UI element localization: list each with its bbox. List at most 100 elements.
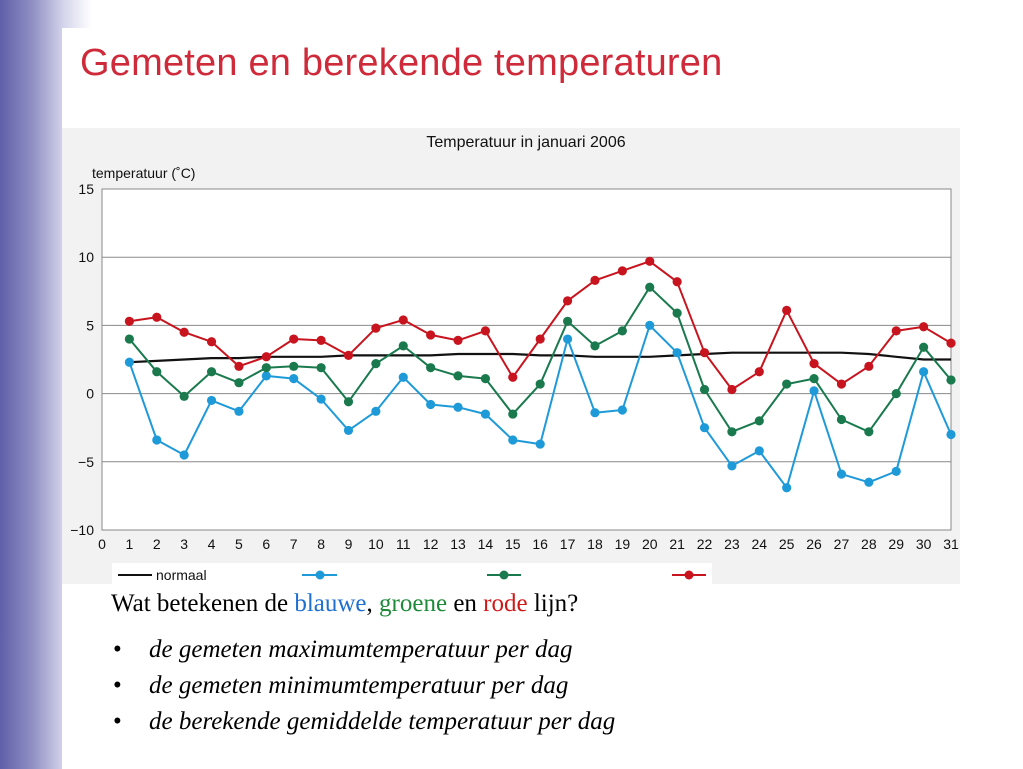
x-tick-label: 17 [560, 536, 576, 552]
data-point [343, 397, 354, 407]
answer-list: • de gemeten maximumtemperatuur per dag •… [111, 634, 615, 742]
data-point [645, 320, 655, 330]
x-tick-label: 21 [669, 536, 685, 552]
chart-title: Temperatuur in januari 2006 [426, 134, 625, 151]
data-point [343, 350, 354, 361]
data-point [371, 406, 381, 416]
x-tick-label: 8 [317, 536, 325, 552]
data-point [508, 372, 518, 382]
data-point [371, 323, 381, 333]
data-point [562, 316, 573, 326]
data-point [234, 361, 244, 371]
x-tick-label: 27 [834, 536, 850, 552]
series-3 [124, 256, 956, 395]
answer-text: de gemeten maximumtemperatuur per dag [149, 636, 573, 663]
data-point [699, 384, 710, 395]
y-tick-labels: 15 10 5 0 −5 −10 [70, 181, 94, 538]
x-tick-label: 3 [180, 536, 188, 552]
data-point [809, 373, 819, 384]
data-point [289, 334, 299, 344]
bullet: • [113, 708, 122, 735]
data-point [480, 373, 491, 384]
data-point [782, 305, 792, 315]
data-point [426, 363, 436, 373]
data-point [727, 461, 737, 471]
answer-text: de gemeten minimumtemperatuur per dag [149, 672, 569, 699]
x-tick-label: 14 [478, 536, 494, 552]
data-point [891, 326, 901, 336]
question-red-word: rode [483, 590, 528, 617]
data-point [398, 372, 408, 382]
question-blue-word: blauwe [294, 590, 367, 617]
y-tick-label: 5 [86, 317, 94, 333]
series-2 [124, 282, 956, 437]
slide-title: Gemeten en berekende temperaturen [80, 42, 723, 84]
x-tick-label: 20 [642, 536, 658, 552]
data-point [864, 477, 874, 487]
y-tick-label: 0 [86, 386, 94, 402]
data-series [124, 256, 956, 493]
data-point [179, 327, 189, 337]
data-point [672, 277, 682, 287]
data-point [453, 371, 463, 381]
data-point [645, 256, 655, 266]
data-point [535, 379, 545, 389]
x-tick-label: 25 [779, 536, 795, 552]
y-tick-label: −10 [70, 522, 94, 538]
data-point [152, 312, 162, 322]
data-point [617, 326, 627, 336]
data-point [836, 379, 847, 389]
x-tick-label: 12 [423, 536, 439, 552]
legend-background [112, 563, 712, 584]
data-point [152, 367, 162, 377]
data-point [343, 425, 354, 436]
legend-blue-marker [315, 570, 325, 580]
data-point [453, 402, 463, 412]
data-point [864, 427, 874, 437]
question-green-word: groene [379, 590, 448, 617]
legend-red-marker [684, 570, 694, 580]
x-tick-labels: 0 1 2 3 4 5 6 7 8 9 10 11 12 13 14 15 16 17 18 19 20 21 22 23 24… [98, 536, 959, 552]
x-tick-label: 28 [861, 536, 877, 552]
data-point [672, 308, 682, 318]
x-tick-label: 2 [153, 536, 161, 552]
legend-normaal-label: normaal [156, 567, 207, 583]
data-point [124, 316, 134, 326]
x-tick-label: 18 [587, 536, 603, 552]
data-point [782, 483, 792, 493]
grid-lines [102, 256, 951, 463]
x-tick-label: 15 [505, 536, 521, 552]
x-tick-label: 13 [450, 536, 466, 552]
data-point [754, 416, 764, 426]
x-tick-label: 1 [125, 536, 133, 552]
x-tick-label: 23 [724, 536, 740, 552]
data-point [617, 266, 627, 276]
data-point [316, 394, 326, 404]
data-point [946, 429, 956, 440]
data-point [316, 363, 326, 373]
data-point [836, 469, 847, 479]
list-item: • de gemeten minimumtemperatuur per dag [111, 670, 615, 706]
data-point [590, 341, 600, 351]
data-point [891, 389, 901, 399]
legend: normaal [112, 563, 712, 584]
x-tick-label: 31 [943, 536, 959, 552]
data-point [946, 375, 956, 385]
data-point [562, 296, 573, 306]
x-tick-label: 7 [290, 536, 298, 552]
question-prefix: Wat betekenen de [111, 590, 295, 617]
data-point [261, 363, 271, 373]
data-point [727, 384, 737, 395]
x-tick-label: 26 [806, 536, 822, 552]
data-point [699, 348, 710, 358]
data-point [426, 330, 436, 340]
series-1 [124, 320, 956, 493]
data-point [891, 466, 901, 476]
data-point [453, 335, 463, 346]
data-point [754, 446, 764, 456]
list-item: • de berekende gemiddelde temperatuur per… [111, 706, 615, 742]
data-point [535, 334, 545, 344]
data-point [919, 322, 929, 332]
x-tick-label: 11 [396, 536, 411, 552]
x-tick-label: 10 [368, 536, 384, 552]
